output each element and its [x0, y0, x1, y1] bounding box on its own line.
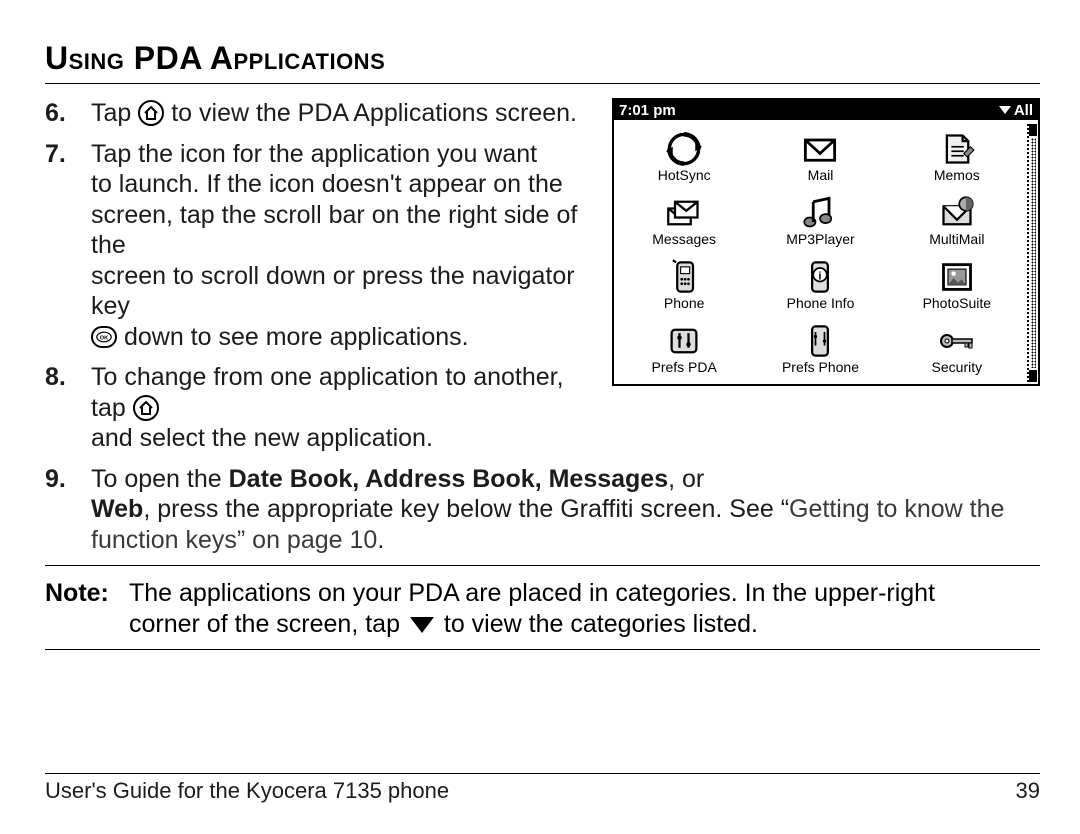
- page-title: Using PDA Applications: [45, 40, 1040, 77]
- mail-icon: [802, 133, 838, 165]
- step-text: down to see more applications.: [124, 323, 469, 351]
- footer-title: User's Guide for the Kyocera 7135 phone: [45, 778, 449, 804]
- page-number: 39: [1016, 778, 1040, 804]
- prefs-icon: [666, 325, 702, 357]
- title-rule: [45, 83, 1040, 84]
- app-mail[interactable]: Mail: [752, 126, 888, 190]
- phoneinfo-icon: i: [802, 261, 838, 293]
- scroll-down-icon: [1029, 370, 1037, 382]
- step-number: 6.: [45, 98, 91, 129]
- svg-text:OK: OK: [100, 335, 108, 341]
- memo-icon: [939, 133, 975, 165]
- step-6: 6. Tap to view the PDA Applications scre…: [45, 98, 602, 129]
- step-text: Tap the icon for the application you wan…: [91, 140, 537, 168]
- step-number: 7.: [45, 139, 91, 353]
- chevron-down-icon: [999, 106, 1011, 114]
- step-text: To change from one application to anothe…: [91, 363, 564, 422]
- app-label: MP3Player: [786, 231, 854, 247]
- step-number: 8.: [45, 362, 91, 454]
- key-icon: [939, 325, 975, 357]
- category-label: All: [1014, 102, 1033, 119]
- step-text: To open the: [91, 465, 229, 493]
- page-footer: User's Guide for the Kyocera 7135 phone …: [45, 773, 1040, 804]
- app-multimail[interactable]: MultiMail: [889, 190, 1025, 254]
- app-photosuite[interactable]: PhotoSuite: [889, 254, 1025, 318]
- app-prefspda[interactable]: Prefs PDA: [616, 318, 752, 382]
- app-messages[interactable]: Messages: [616, 190, 752, 254]
- app-hotsync[interactable]: HotSync: [616, 126, 752, 190]
- note-rule-bottom: [45, 649, 1040, 650]
- step-text: screen, tap the scroll bar on the right …: [91, 201, 577, 260]
- step-text: to launch. If the icon doesn't appear on…: [91, 170, 563, 198]
- app-prefsphone[interactable]: Prefs Phone: [752, 318, 888, 382]
- step-number: 9.: [45, 464, 91, 556]
- app-label: PhotoSuite: [923, 295, 992, 311]
- step-8: 8. To change from one application to ano…: [45, 362, 602, 454]
- footer-rule: [45, 773, 1040, 774]
- step-7: 7. Tap the icon for the application you …: [45, 139, 602, 353]
- note-text: corner of the screen, tap: [129, 610, 407, 638]
- home-icon: [133, 395, 159, 421]
- screen-header: 7:01 pm All: [614, 100, 1038, 120]
- screen-time: 7:01 pm: [619, 102, 676, 119]
- app-grid: HotSync Mail Memos: [614, 120, 1027, 384]
- app-mp3player[interactable]: MP3Player: [752, 190, 888, 254]
- pda-screenshot: 7:01 pm All HotSync: [612, 98, 1040, 386]
- app-label: Phone Info: [787, 295, 855, 311]
- app-label: Security: [932, 359, 983, 375]
- step-text-bold: Web: [91, 495, 143, 523]
- app-memos[interactable]: Memos: [889, 126, 1025, 190]
- prefsphone-icon: [802, 325, 838, 357]
- category-dropdown[interactable]: All: [999, 102, 1033, 119]
- ok-button-icon: OK: [91, 326, 117, 348]
- app-label: Phone: [664, 295, 704, 311]
- multimail-icon: [939, 197, 975, 229]
- step-text: screen to scroll down or press the navig…: [91, 262, 575, 321]
- app-phoneinfo[interactable]: i Phone Info: [752, 254, 888, 318]
- note-rule-top: [45, 565, 1040, 566]
- app-label: MultiMail: [929, 231, 984, 247]
- messages-icon: [666, 197, 702, 229]
- app-label: HotSync: [658, 167, 711, 183]
- scrollbar[interactable]: [1027, 124, 1037, 382]
- app-label: Prefs Phone: [782, 359, 859, 375]
- home-icon: [138, 100, 164, 126]
- phone-icon: [666, 261, 702, 293]
- step-9: 9. To open the Date Book, Address Book, …: [45, 464, 1040, 556]
- music-icon: [802, 197, 838, 229]
- app-security[interactable]: Security: [889, 318, 1025, 382]
- scroll-up-icon: [1029, 124, 1037, 136]
- step-text: and select the new application.: [91, 424, 433, 452]
- step-text: .: [377, 526, 384, 554]
- sync-icon: [666, 133, 702, 165]
- note: Note: The applications on your PDA are p…: [45, 578, 1040, 639]
- app-label: Memos: [934, 167, 980, 183]
- step-text: , or: [668, 465, 704, 493]
- chevron-down-icon: [410, 617, 434, 633]
- note-text: to view the categories listed.: [444, 610, 758, 638]
- step-text: to view the PDA Applications screen.: [171, 99, 577, 127]
- note-label: Note:: [45, 578, 129, 639]
- svg-text:i: i: [819, 270, 822, 282]
- app-label: Messages: [652, 231, 716, 247]
- app-label: Prefs PDA: [651, 359, 716, 375]
- app-phone[interactable]: Phone: [616, 254, 752, 318]
- step-text: Tap: [91, 99, 138, 127]
- photo-icon: [939, 261, 975, 293]
- app-label: Mail: [808, 167, 834, 183]
- step-text-bold: Date Book, Address Book, Messages: [229, 465, 669, 493]
- step-text: , press the appropriate key below the Gr…: [143, 495, 789, 523]
- note-text: The applications on your PDA are placed …: [129, 579, 935, 607]
